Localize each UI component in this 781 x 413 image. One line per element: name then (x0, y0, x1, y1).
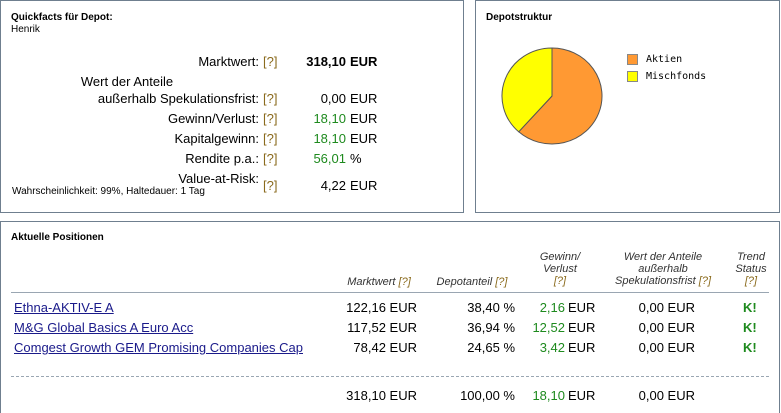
position-marktwert: 122,16 EUR (346, 300, 417, 315)
header-label-line1: Trend (737, 251, 765, 263)
quickfact-unit: EUR (350, 178, 378, 193)
trend-status: K! (743, 320, 757, 335)
help-link[interactable]: [?] (398, 276, 411, 288)
quickfact-value: 18,10 (313, 111, 346, 126)
header-label-line3: Spekulationsfrist (614, 275, 696, 287)
position-name-link[interactable]: Ethna-AKTIV-E A (14, 300, 114, 315)
position-marktwert: 78,42 EUR (353, 340, 417, 355)
column-header-marktwert: Marktwert [?] (337, 276, 421, 288)
total-marktwert: 318,10 EUR (346, 388, 417, 403)
header-separator (11, 292, 769, 293)
column-header-wert-anteile: Wert der Anteile außerhalb Spekulationsf… (601, 251, 725, 287)
column-header-depotanteil: Depotanteil [?] (426, 276, 518, 288)
position-depotanteil: 36,94 % (467, 320, 515, 335)
quickfacts-panel: Quickfacts für Depot: Henrik Marktwert: … (0, 0, 464, 213)
header-label-line1: Gewinn/ (539, 251, 581, 263)
quickfact-unit: % (350, 151, 362, 166)
column-header-gewinn: Gewinn/ Verlust [?] (521, 251, 599, 287)
quickfact-label: Marktwert: (198, 54, 259, 69)
quickfact-unit: EUR (350, 131, 378, 146)
depotstruktur-panel: Depotstruktur Aktien Mischfonds (475, 0, 780, 213)
position-wert-anteile: 0,00 EUR (638, 340, 695, 355)
quickfact-label-line1: Wert der Anteile (80, 74, 174, 89)
total-gewinn: 18,10 (532, 388, 565, 403)
quickfact-row-kapitalgewinn: Kapitalgewinn: [?] 18,10 EUR (1, 131, 465, 147)
total-depotanteil: 100,00 % (460, 388, 515, 403)
quickfact-row-wert-anteile: Wert der Anteile außerhalb Spekulationsf… (1, 74, 465, 108)
position-gewinn-unit: EUR (568, 340, 596, 355)
header-label-line2: außerhalb (638, 263, 688, 275)
position-name-link[interactable]: M&G Global Basics A Euro Acc (14, 320, 194, 335)
position-gewinn: 2,16 (539, 300, 565, 315)
position-depotanteil: 38,40 % (467, 300, 515, 315)
help-link[interactable]: [?] (263, 91, 278, 106)
total-wert-anteile: 0,00 EUR (638, 388, 695, 403)
help-link[interactable]: [?] (263, 54, 278, 69)
quickfact-value: 18,10 (313, 131, 346, 146)
position-wert-anteile: 0,00 EUR (638, 300, 695, 315)
header-label: Marktwert (347, 276, 396, 288)
column-header-trend: Trend Status [?] (727, 251, 775, 287)
help-link[interactable]: [?] (263, 178, 278, 193)
trend-status: K! (743, 300, 757, 315)
quickfact-unit: EUR (350, 54, 378, 69)
position-gewinn: 12,52 (532, 320, 565, 335)
legend-label-mischfonds: Mischfonds (646, 71, 707, 82)
quickfact-row-marktwert: Marktwert: [?] 318,10 EUR (1, 54, 465, 70)
help-link[interactable]: [?] (263, 111, 278, 126)
quickfact-label: Value-at-Risk: (178, 171, 259, 186)
positionen-title: Aktuelle Positionen (11, 232, 104, 243)
legend-swatch-mischfonds (627, 71, 638, 82)
quickfacts-title: Quickfacts für Depot: (11, 12, 113, 23)
pie-slice-aktien (517, 47, 603, 145)
position-wert-anteile: 0,00 EUR (638, 320, 695, 335)
total-gewinn-unit: EUR (568, 388, 596, 403)
positionen-panel: Aktuelle Positionen Marktwert [?] Depota… (0, 221, 780, 413)
position-gewinn-unit: EUR (568, 320, 596, 335)
pie-slice-mischfonds (501, 47, 553, 133)
total-separator (11, 376, 769, 377)
quickfact-row-rendite: Rendite p.a.: [?] 56,01 % (1, 151, 465, 167)
quickfact-sublabel: Wahrscheinlichkeit: 99%, Haltedauer: 1 T… (12, 186, 205, 197)
help-link[interactable]: [?] (698, 275, 711, 287)
quickfact-value: 4,22 (320, 178, 346, 193)
quickfact-unit: EUR (350, 91, 378, 106)
legend-label-aktien: Aktien (646, 54, 683, 65)
depot-user-name: Henrik (11, 24, 40, 35)
quickfact-label: Kapitalgewinn: (174, 131, 259, 146)
position-marktwert: 117,52 EUR (347, 320, 417, 335)
position-gewinn: 3,42 (539, 340, 565, 355)
help-link[interactable]: [?] (744, 275, 758, 287)
quickfact-value: 56,01 (313, 151, 346, 166)
header-label-line2: Verlust (543, 263, 577, 275)
help-link[interactable]: [?] (553, 275, 567, 287)
depotstruktur-title: Depotstruktur (486, 12, 553, 23)
quickfact-unit: EUR (350, 111, 378, 126)
position-name-link[interactable]: Comgest Growth GEM Promising Companies C… (14, 340, 303, 355)
header-label-line2: Status (735, 263, 767, 275)
help-link[interactable]: [?] (263, 151, 278, 166)
header-label-line1: Wert der Anteile (623, 251, 703, 263)
trend-status: K! (743, 340, 757, 355)
quickfact-label-line2: außerhalb Spekulationsfrist: (97, 91, 259, 106)
help-link[interactable]: [?] (495, 276, 508, 288)
quickfact-label: Rendite p.a.: (185, 151, 259, 166)
quickfact-row-gewinn: Gewinn/Verlust: [?] 18,10 EUR (1, 111, 465, 127)
quickfact-row-value-at-risk: Value-at-Risk: Wahrscheinlichkeit: 99%, … (1, 171, 465, 201)
quickfact-value: 318,10 (306, 54, 346, 69)
help-link[interactable]: [?] (263, 131, 278, 146)
position-gewinn-unit: EUR (568, 300, 596, 315)
depotstruktur-pie-chart (501, 47, 603, 145)
position-depotanteil: 24,65 % (467, 340, 515, 355)
quickfact-value: 0,00 (320, 91, 346, 106)
quickfact-label: Gewinn/Verlust: (167, 111, 259, 126)
legend-swatch-aktien (627, 54, 638, 65)
header-label: Depotanteil (436, 276, 493, 288)
